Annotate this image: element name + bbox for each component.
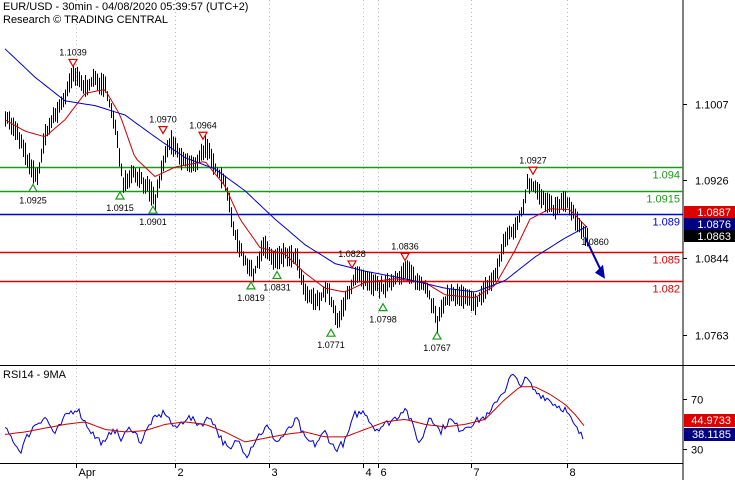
- resistance-marker: [399, 252, 411, 262]
- swing-high-label: 1.0964: [189, 120, 217, 130]
- price-badge: [684, 230, 735, 242]
- price-badge: [684, 218, 735, 230]
- y-tick-label: 1.0763: [695, 331, 729, 343]
- projection-arrow-shaft: [584, 236, 603, 274]
- swing-high-label: 1.0836: [391, 241, 419, 251]
- support-marker: [114, 190, 126, 200]
- rsi-y-tick-label: 70: [691, 395, 703, 407]
- swing-high-label: 1.0828: [338, 249, 366, 259]
- x-tick-label: 2: [178, 467, 184, 479]
- price-badge: [684, 206, 735, 218]
- rsi-badge-label: 44.9733: [691, 415, 731, 427]
- resistance-marker: [157, 125, 169, 135]
- swing-low-label: 1.0819: [237, 293, 265, 303]
- moving-average-line: [4, 89, 588, 299]
- support-marker: [377, 302, 389, 312]
- swing-low-label: 1.0901: [139, 217, 167, 227]
- support-marker: [325, 327, 337, 337]
- chart-title: EUR/USD - 30min - 04/08/2020 05:39:57 (U…: [3, 1, 249, 13]
- support-marker: [245, 280, 257, 290]
- y-tick-label: 1.0844: [695, 254, 729, 266]
- swing-low-label: 1.0925: [19, 195, 47, 205]
- target-label: 1.0860: [581, 237, 609, 247]
- rsi-badge-label: 38.1185: [692, 429, 731, 441]
- rsi-ma-line: [4, 386, 585, 443]
- support-marker: [27, 183, 39, 193]
- level-label: 1.082: [652, 284, 680, 296]
- support-marker: [147, 204, 159, 214]
- x-tick-label: 8: [570, 467, 576, 479]
- x-tick-label: 6: [381, 467, 387, 479]
- swing-low-label: 1.0915: [106, 203, 134, 213]
- x-tick-label: 3: [272, 467, 278, 479]
- rsi-line: [4, 373, 584, 459]
- y-tick-label: 1.0926: [695, 176, 729, 188]
- support-marker: [431, 330, 443, 340]
- resistance-marker: [197, 131, 209, 141]
- price-badge-label: 1.0887: [697, 207, 731, 219]
- level-label: 1.0915: [646, 194, 680, 206]
- price-badge-label: 1.0863: [697, 231, 731, 243]
- resistance-marker: [527, 166, 539, 176]
- level-label: 1.085: [652, 255, 680, 267]
- projection-arrow-head: [595, 264, 605, 279]
- research-credit: Research © TRADING CENTRAL: [3, 14, 168, 26]
- level-label: 1.089: [652, 217, 680, 229]
- swing-low-label: 1.0831: [263, 282, 291, 292]
- level-label: 1.094: [652, 170, 680, 182]
- swing-low-label: 1.0767: [423, 343, 451, 353]
- swing-high-label: 1.0970: [149, 115, 177, 125]
- swing-high-label: 1.1039: [59, 47, 87, 57]
- swing-low-label: 1.0771: [317, 340, 345, 350]
- resistance-marker: [346, 260, 358, 270]
- rsi-badge: [684, 428, 735, 441]
- swing-high-label: 1.0927: [519, 155, 547, 165]
- rsi-title: RSI14 - 9MA: [3, 369, 67, 381]
- price-badge-label: 1.0876: [697, 219, 731, 231]
- resistance-marker: [67, 58, 79, 68]
- support-marker: [271, 270, 283, 280]
- x-tick-label: 7: [474, 467, 480, 479]
- x-tick-label: 4: [366, 467, 372, 479]
- rsi-badge: [684, 414, 735, 427]
- y-tick-label: 1.1007: [695, 100, 729, 112]
- rsi-y-tick-label: 30: [691, 445, 703, 457]
- swing-low-label: 1.0798: [369, 315, 397, 325]
- moving-average-line: [4, 48, 588, 293]
- x-tick-label: Apr: [79, 467, 96, 479]
